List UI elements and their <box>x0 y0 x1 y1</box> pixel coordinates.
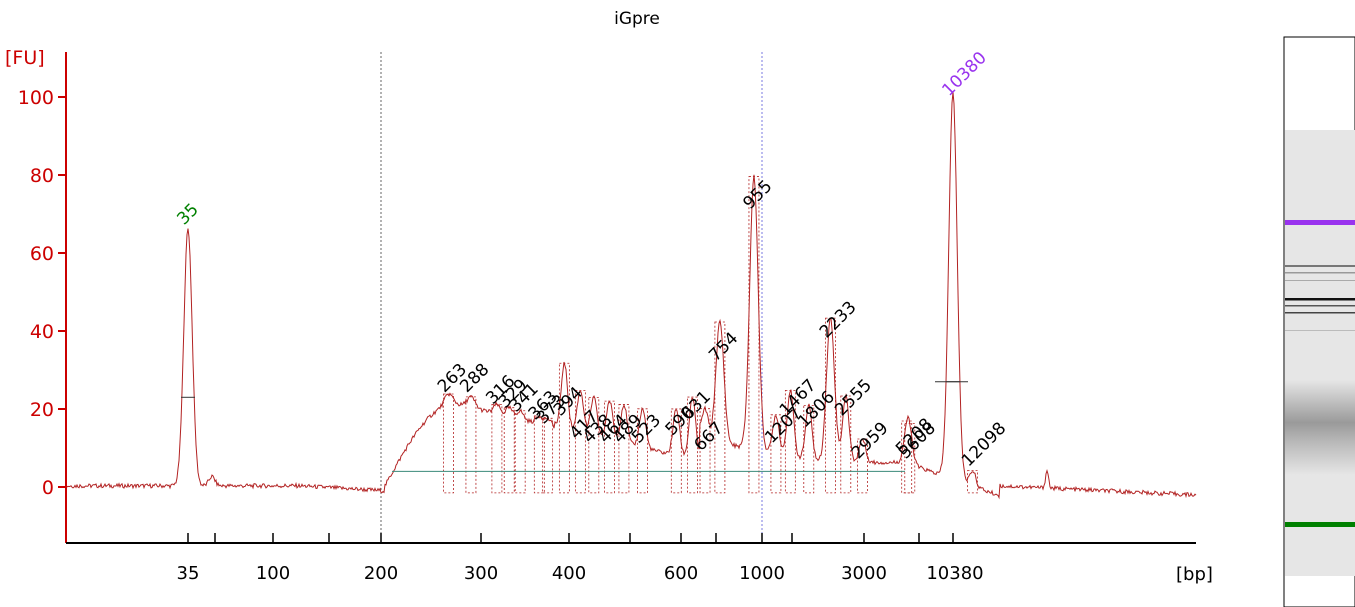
peak-label: 10380 <box>938 48 990 100</box>
gel-lane-background <box>1285 130 1355 576</box>
peak-region <box>604 400 615 494</box>
x-axis-label: [bp] <box>1176 564 1213 585</box>
gridlines <box>380 52 763 543</box>
gel-lane <box>1283 36 1355 607</box>
x-tick-label: 10380 <box>926 563 983 584</box>
x-tick-label: 300 <box>464 563 498 584</box>
peak-label: 2959 <box>848 418 893 463</box>
x-tick-label: 400 <box>552 563 586 584</box>
x-tick-label: 600 <box>664 563 698 584</box>
peak-region <box>967 470 978 494</box>
y-tick-label: 20 <box>30 399 54 421</box>
gel-lower-marker-band <box>1285 522 1355 527</box>
peak-label: 2555 <box>831 376 876 421</box>
peak-label: 2233 <box>816 298 861 343</box>
peak-labels: 3526328831632934136337339441743846448952… <box>173 48 1010 471</box>
peak-region <box>803 405 815 494</box>
chart-title: iGpre <box>614 9 660 29</box>
peak-region <box>443 393 454 494</box>
y-axis-label: [FU] <box>5 47 45 69</box>
peak-region <box>748 176 760 494</box>
gel-band <box>1285 280 1355 281</box>
y-tick-label: 0 <box>42 477 54 499</box>
x-tick-label: 100 <box>256 563 290 584</box>
peak-region <box>687 396 698 494</box>
electropherogram-trace <box>65 92 1197 500</box>
peak-region <box>533 415 545 494</box>
peak-region <box>670 408 682 494</box>
peak-region <box>491 403 503 494</box>
peak-region <box>503 407 515 494</box>
peak-region <box>770 414 782 494</box>
gel-band <box>1285 265 1355 267</box>
y-tick-label: 40 <box>30 321 54 343</box>
peak-label: 754 <box>705 329 742 366</box>
peak-region <box>514 410 526 494</box>
trace-layer <box>65 92 1197 500</box>
peak-region <box>465 396 477 494</box>
peak-region <box>784 389 796 494</box>
peak-region <box>825 317 836 494</box>
peak-region <box>588 397 600 494</box>
peak-region <box>857 438 868 494</box>
y-tick-label: 100 <box>18 87 54 109</box>
peak-region <box>618 404 630 494</box>
peak-region <box>840 395 852 494</box>
gel-bands <box>1285 220 1355 527</box>
x-tick-label: 3000 <box>841 563 887 584</box>
gel-band <box>1285 305 1355 307</box>
gel-band <box>1285 312 1355 314</box>
peak-label: 12098 <box>958 419 1010 471</box>
gel-band <box>1285 330 1355 331</box>
gel-smear <box>1285 380 1355 475</box>
axes: 0 20 40 60 80 100 35 100 200 300 400 600 1000 3000 103… <box>18 52 1196 584</box>
peak-region <box>901 420 913 494</box>
peak-region <box>574 389 586 494</box>
peak-region <box>714 321 726 494</box>
peak-region <box>904 423 916 494</box>
x-tick-label: 200 <box>364 563 398 584</box>
y-tick-label: 80 <box>30 165 54 187</box>
peak-regions <box>181 176 978 494</box>
gel-upper-marker-band <box>1285 220 1355 225</box>
peak-region <box>699 408 711 494</box>
x-tick-label: 1000 <box>739 563 785 584</box>
peak-label: 955 <box>739 176 776 213</box>
y-tick-label: 60 <box>30 243 54 265</box>
peak-region <box>637 408 648 494</box>
peak-region <box>542 417 554 494</box>
peak-label: 35 <box>173 200 202 229</box>
gel-band <box>1285 272 1355 274</box>
x-tick-label: 35 <box>177 563 200 584</box>
gel-band <box>1285 298 1355 301</box>
peak-region <box>558 362 570 494</box>
